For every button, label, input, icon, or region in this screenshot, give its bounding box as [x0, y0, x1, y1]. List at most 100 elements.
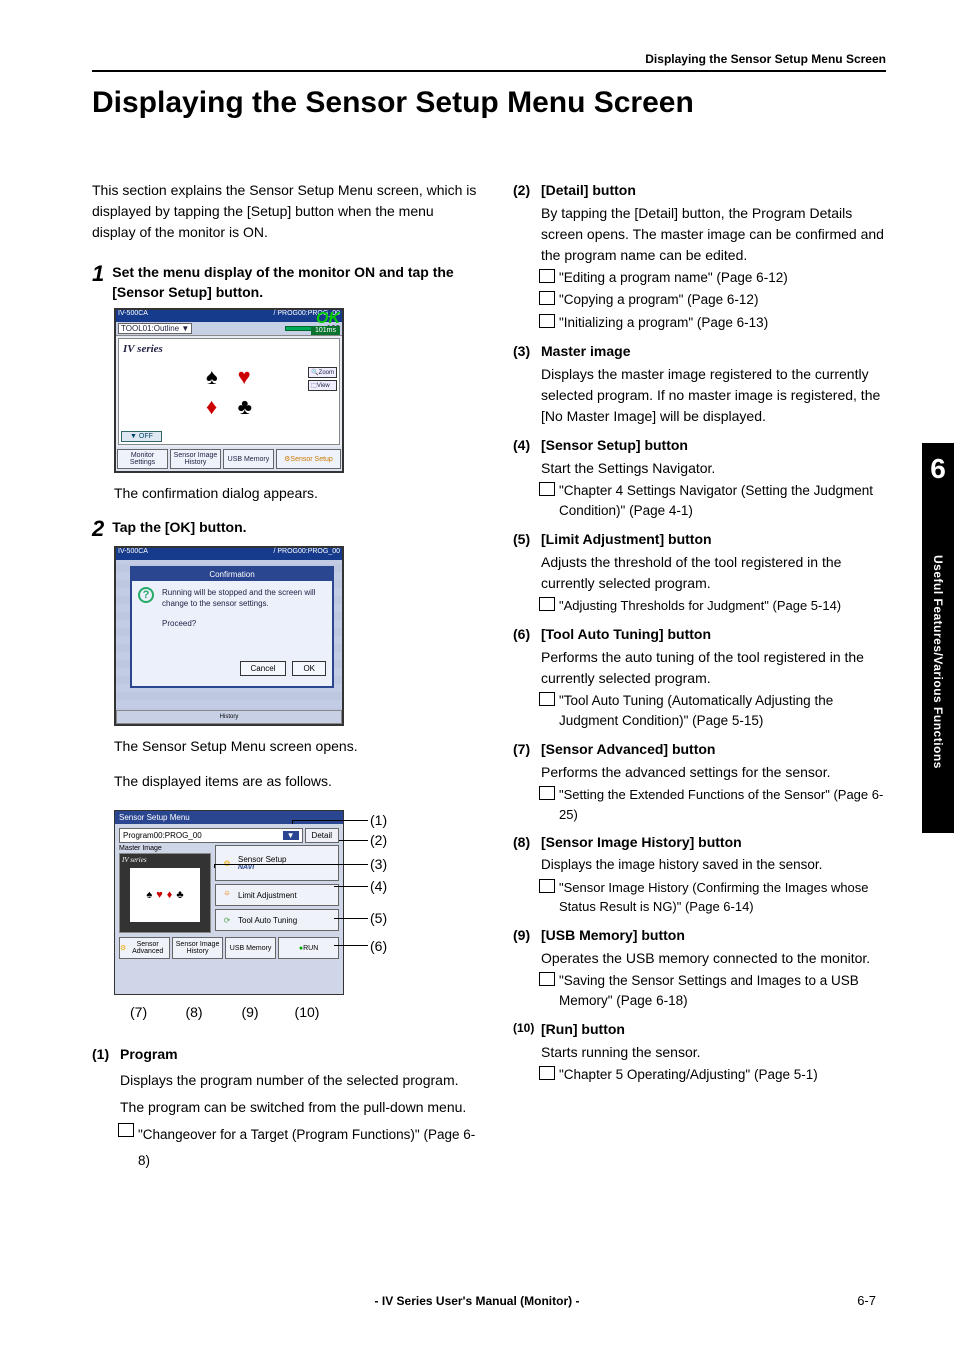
item-9-body: Operates the USB memory connected to the… — [541, 948, 886, 969]
page-title: Displaying the Sensor Setup Menu Screen — [92, 86, 886, 120]
menu-tool-tuning-button: ⟳ Tool Auto Tuning — [215, 909, 339, 931]
book-icon — [120, 1125, 134, 1137]
item-4-body: Start the Settings Navigator. — [541, 458, 886, 479]
item-5-num: (5) — [513, 529, 541, 616]
item-7-num: (7) — [513, 739, 541, 824]
item-1-num: (1) — [92, 1044, 120, 1173]
book-icon — [541, 271, 555, 283]
monitor-settings-button: Monitor Settings — [117, 449, 168, 469]
shot2-caption-2: The displayed items are as follows. — [114, 771, 477, 792]
step-2-number: 2 — [92, 518, 104, 540]
dialog-ok-button: OK — [292, 661, 326, 676]
item-9-ref: "Saving the Sensor Settings and Images t… — [559, 971, 886, 1012]
item-6-title: [Tool Auto Tuning] button — [541, 624, 886, 645]
item-7-title: [Sensor Advanced] button — [541, 739, 886, 760]
book-icon — [541, 788, 555, 800]
item-2-ref1: "Editing a program name" (Page 6-12) — [559, 268, 788, 288]
item-1-ref: "Changeover for a Target (Program Functi… — [138, 1122, 477, 1173]
diamond-icon — [206, 394, 218, 420]
screenshot-1: IV-500CA/ PROG00:PROG_00 TOOL01:Outline … — [114, 308, 344, 473]
item-8-ref: "Sensor Image History (Confirming the Im… — [559, 878, 886, 917]
callout-9: (9) — [223, 1004, 277, 1020]
dialog-msg-2: Proceed? — [162, 618, 324, 629]
book-icon — [541, 484, 555, 496]
item-3-num: (3) — [513, 341, 541, 427]
item-10-num: (10) — [513, 1019, 541, 1085]
item-10-ref: "Chapter 5 Operating/Adjusting" (Page 5-… — [559, 1065, 818, 1085]
menu-run-button: ● RUN — [278, 937, 339, 959]
detail-button: Detail — [305, 828, 339, 843]
item-6-body: Performs the auto tuning of the tool reg… — [541, 647, 886, 689]
club-icon — [238, 394, 252, 420]
book-icon — [541, 694, 555, 706]
item-2-num: (2) — [513, 180, 541, 333]
callout-10: (10) — [277, 1004, 337, 1020]
menu-limit-adjust-button: ⯐ Limit Adjustment — [215, 884, 339, 906]
item-9-title: [USB Memory] button — [541, 925, 886, 946]
item-6-num: (6) — [513, 624, 541, 732]
book-icon — [541, 599, 555, 611]
usb-memory-button: USB Memory — [223, 449, 274, 469]
shot2-caption-1: The Sensor Setup Menu screen opens. — [114, 736, 477, 757]
shot1-logo: IV series — [123, 343, 163, 355]
item-8-body: Displays the image history saved in the … — [541, 855, 886, 875]
item-5-title: [Limit Adjustment] button — [541, 529, 886, 550]
menu-history-button: Sensor Image History — [172, 937, 223, 959]
item-9-num: (9) — [513, 925, 541, 1012]
item-7-ref: "Setting the Extended Functions of the S… — [559, 785, 886, 824]
item-10-body: Starts running the sensor. — [541, 1042, 886, 1063]
item-7-body: Performs the advanced settings for the s… — [541, 762, 886, 783]
footer-manual: - IV Series User's Manual (Monitor) - — [375, 1294, 580, 1308]
menu-sensor-setup-button: ⚙ Sensor Setup NAVI — [215, 845, 339, 881]
book-icon — [541, 1068, 555, 1080]
callout-7: (7) — [130, 1004, 165, 1020]
menu-title: Sensor Setup Menu — [115, 811, 343, 824]
item-2-ref2: "Copying a program" (Page 6-12) — [559, 290, 758, 310]
step-1-number: 1 — [92, 263, 104, 302]
off-button: ▼ OFF — [121, 431, 162, 442]
item-8-num: (8) — [513, 832, 541, 916]
callout-8: (8) — [165, 1004, 223, 1020]
item-1-title: Program — [120, 1044, 477, 1065]
shot1-caption: The confirmation dialog appears. — [114, 483, 477, 504]
intro-text: This section explains the Sensor Setup M… — [92, 180, 477, 243]
screenshot-3: Sensor Setup Menu Program00:PROG_00▼ Det… — [114, 810, 344, 995]
page-number: 6-7 — [857, 1293, 876, 1308]
book-icon — [541, 974, 555, 986]
shot1-titlebar-left: IV-500CA — [118, 310, 148, 322]
item-3-body: Displays the master image registered to … — [541, 364, 886, 427]
master-image-label: Master Image — [119, 845, 211, 852]
item-2-ref3: "Initializing a program" (Page 6-13) — [559, 313, 768, 333]
shot1-unit: 101ms — [311, 326, 340, 335]
book-icon — [541, 316, 555, 328]
program-dropdown: Program00:PROG_00▼ — [119, 828, 303, 843]
item-6-ref: "Tool Auto Tuning (Automatically Adjusti… — [559, 691, 886, 732]
item-4-title: [Sensor Setup] button — [541, 435, 886, 456]
book-icon — [541, 881, 555, 893]
sensor-img-history-button: Sensor Image History — [170, 449, 221, 469]
menu-usb-button: USB Memory — [225, 937, 276, 959]
step-1-text: Set the menu display of the monitor ON a… — [112, 263, 477, 302]
item-3-title: Master image — [541, 341, 886, 362]
zoom-button: 🔍Zoom — [308, 367, 337, 378]
item-5-ref: "Adjusting Thresholds for Judgment" (Pag… — [559, 596, 841, 616]
book-icon — [541, 293, 555, 305]
item-8-title: [Sensor Image History] button — [541, 832, 886, 853]
side-tab-num: 6 — [922, 443, 954, 491]
step-2-text: Tap the [OK] button. — [112, 518, 477, 540]
dialog-title: Confirmation — [132, 568, 332, 581]
left-column: This section explains the Sensor Setup M… — [92, 180, 477, 1182]
sensor-setup-button: ⚙ Sensor Setup — [276, 449, 341, 469]
item-10-title: [Run] button — [541, 1019, 886, 1040]
screenshot-2: IV-500CA/ PROG00:PROG_00 Confirmation ? … — [114, 546, 344, 726]
side-tab-label: Useful Features/Various Functions — [931, 497, 945, 827]
heart-icon — [238, 364, 252, 390]
right-column: (2) [Detail] button By tapping the [Deta… — [513, 180, 886, 1182]
side-tab: 6 Useful Features/Various Functions — [922, 443, 954, 833]
menu-advanced-button: ⚙Sensor Advanced — [119, 937, 170, 959]
question-icon: ? — [138, 587, 154, 603]
spade-icon — [206, 364, 218, 390]
item-1-body: Displays the program number of the selec… — [120, 1067, 477, 1120]
item-4-num: (4) — [513, 435, 541, 522]
view-button: ⬚View — [308, 380, 337, 391]
